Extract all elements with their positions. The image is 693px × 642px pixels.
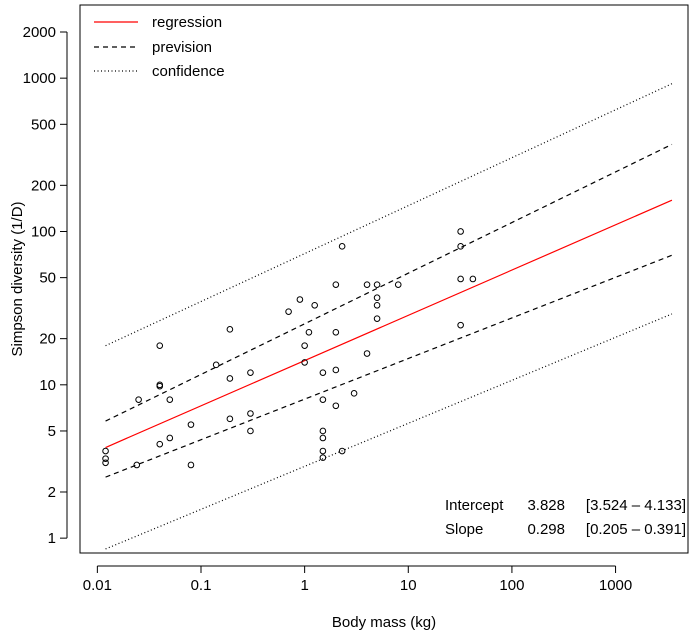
data-point <box>187 421 195 428</box>
data-point <box>301 359 308 366</box>
data-point <box>301 342 308 349</box>
data-point <box>156 440 164 448</box>
y-tick-label: 5 <box>48 423 56 440</box>
data-point <box>332 366 340 374</box>
y-tick-label: 500 <box>31 116 56 133</box>
y-tick-label: 50 <box>39 270 56 287</box>
data-point <box>156 342 164 349</box>
data-point <box>156 382 164 390</box>
data-point <box>319 396 327 403</box>
x-axis: 0.01 0.1 1 10 100 1000 <box>83 565 632 594</box>
data-point <box>166 434 174 442</box>
intercept-label: Intercept <box>445 497 504 514</box>
data-point <box>457 243 464 250</box>
legend-label-confidence: confidence <box>152 63 225 80</box>
slope-label: Slope <box>445 521 483 538</box>
x-tick-label: 100 <box>499 577 524 594</box>
y-tick-label: 10 <box>39 377 56 394</box>
prevision-line <box>105 143 673 422</box>
legend-label-regression: regression <box>152 14 222 31</box>
intercept-value: 3.828 <box>527 497 565 514</box>
data-point <box>296 296 304 303</box>
intercept-ci: [3.524 – 4.133] <box>586 497 686 514</box>
data-point <box>133 461 141 469</box>
x-axis-title: Body mass (kg) <box>332 614 436 631</box>
data-point <box>457 228 464 235</box>
data-point <box>363 350 371 357</box>
legend: regression prevision confidence <box>94 14 225 80</box>
data-point <box>247 410 254 417</box>
data-point <box>247 369 254 376</box>
data-point <box>102 455 109 462</box>
y-tick-label: 100 <box>31 223 56 240</box>
y-tick-label: 2 <box>48 484 56 501</box>
y-tick-label: 20 <box>39 331 56 348</box>
data-point <box>166 396 174 403</box>
data-point <box>394 281 402 288</box>
x-tick-label: 0.1 <box>191 577 212 594</box>
slope-ci: [0.205 – 0.391] <box>586 521 686 538</box>
data-point <box>373 302 381 309</box>
data-point <box>311 302 318 309</box>
data-point <box>338 243 346 250</box>
data-point <box>338 447 346 455</box>
data-point <box>226 375 234 382</box>
data-point <box>332 402 340 410</box>
data-point <box>373 315 381 322</box>
data-point <box>469 275 477 283</box>
data-point <box>319 369 327 376</box>
data-point <box>226 326 234 333</box>
data-point <box>319 454 327 461</box>
y-tick-label: 1 <box>48 530 56 547</box>
y-axis-title: Simpson diversity (1/D) <box>9 201 26 356</box>
y-axis: 1 2 5 10 20 50 100 200 500 1000 2000 <box>23 24 68 547</box>
regression-lines <box>105 83 673 550</box>
data-point <box>102 459 109 467</box>
data-point <box>102 447 109 455</box>
stats-box: Intercept 3.828 [3.524 – 4.133] Slope 0.… <box>445 497 686 538</box>
data-point <box>319 427 327 435</box>
data-point <box>457 275 464 283</box>
y-tick-label: 1000 <box>23 70 56 87</box>
regression-line <box>105 199 673 449</box>
data-point <box>457 321 464 329</box>
x-tick-label: 0.01 <box>83 577 112 594</box>
data-point <box>332 329 340 336</box>
x-tick-label: 10 <box>400 577 417 594</box>
x-tick-label: 1 <box>300 577 308 594</box>
y-tick-label: 2000 <box>23 24 56 41</box>
data-point <box>135 396 142 403</box>
legend-label-prevision: prevision <box>152 39 212 56</box>
data-point <box>332 281 340 288</box>
slope-value: 0.298 <box>527 521 565 538</box>
plot-frame <box>79 4 689 554</box>
data-point <box>319 434 327 442</box>
x-tick-label: 1000 <box>599 577 632 594</box>
data-point <box>350 390 358 397</box>
data-points <box>102 228 477 469</box>
data-point <box>373 281 381 288</box>
data-point <box>373 294 381 301</box>
data-point <box>187 461 195 469</box>
data-point <box>319 447 327 455</box>
confidence-line <box>105 83 673 347</box>
data-point <box>363 281 371 288</box>
data-point <box>226 415 234 423</box>
confidence-line <box>105 313 673 550</box>
y-tick-label: 200 <box>31 177 56 194</box>
prevision-line <box>105 254 673 478</box>
data-point <box>285 308 292 315</box>
data-point <box>305 329 313 336</box>
data-point <box>212 361 220 369</box>
data-point <box>247 427 254 435</box>
